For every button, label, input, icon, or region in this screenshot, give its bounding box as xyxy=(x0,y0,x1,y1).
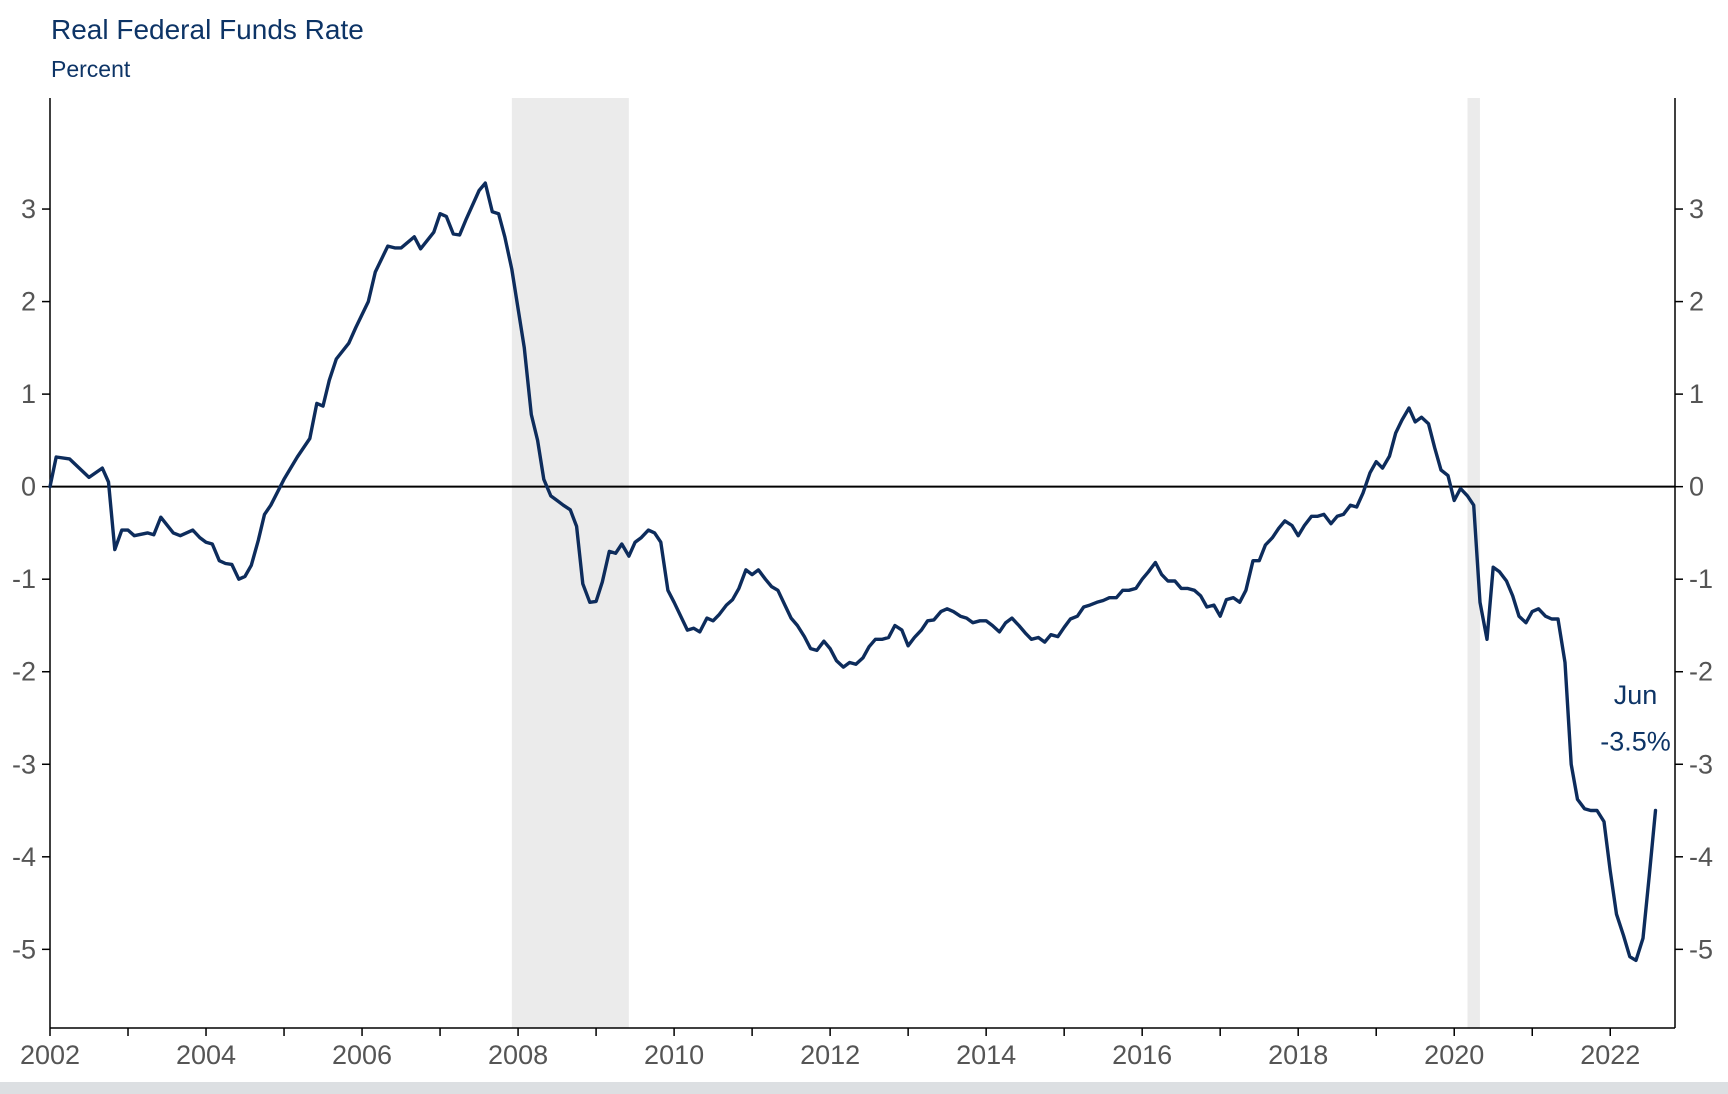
y-tick-label-left: -4 xyxy=(12,842,36,872)
x-tick-label: 2006 xyxy=(332,1040,392,1070)
chart-title: Real Federal Funds Rate xyxy=(51,14,364,45)
recession-band-2 xyxy=(1467,98,1480,1028)
y-tick-label-left: -5 xyxy=(12,934,36,964)
y-tick-label-right: -3 xyxy=(1689,749,1713,779)
x-tick-label: 2002 xyxy=(20,1040,80,1070)
y-tick-label-left: 2 xyxy=(21,287,36,317)
y-tick-label-left: 1 xyxy=(21,379,36,409)
annotation-value: -3.5% xyxy=(1600,726,1671,756)
x-tick-label: 2004 xyxy=(176,1040,236,1070)
annotation-layer: Jun -3.5% xyxy=(1600,680,1671,756)
x-tick-label: 2018 xyxy=(1268,1040,1328,1070)
y-tick-label-right: -2 xyxy=(1689,657,1713,687)
x-tick-label: 2020 xyxy=(1424,1040,1484,1070)
x-tick-label: 2016 xyxy=(1112,1040,1172,1070)
y-tick-label-left: -1 xyxy=(12,564,36,594)
y-tick-label-right: 3 xyxy=(1689,194,1704,224)
x-tick-label: 2012 xyxy=(800,1040,860,1070)
y-tick-label-right: -4 xyxy=(1689,842,1713,872)
x-tick-label: 2022 xyxy=(1580,1040,1640,1070)
recession-shading xyxy=(511,98,1480,1028)
y-tick-label-right: 1 xyxy=(1689,379,1704,409)
x-tick-label: 2014 xyxy=(956,1040,1016,1070)
chart-axes: 3 3 2 2 1 1 0 0 -1 -1 -2 -2 -3 -3 -4 -4 -5 -5 2002 2004 2006… xyxy=(12,98,1713,1070)
recession-band-1 xyxy=(511,98,629,1028)
x-tick-label: 2008 xyxy=(488,1040,548,1070)
y-tick-label-right: 2 xyxy=(1689,287,1704,317)
y-tick-label-right: -1 xyxy=(1689,564,1713,594)
annotation-month: Jun xyxy=(1614,680,1658,710)
y-tick-label-left: 3 xyxy=(21,194,36,224)
y-tick-label-right: 0 xyxy=(1689,472,1704,502)
x-tick-label: 2010 xyxy=(644,1040,704,1070)
y-tick-label-right: -5 xyxy=(1689,934,1713,964)
y-tick-label-left: -2 xyxy=(12,657,36,687)
bottom-border-strip xyxy=(0,1082,1728,1094)
series-line-1 xyxy=(48,181,1658,963)
y-axis-unit-label: Percent xyxy=(51,56,131,82)
y-tick-label-left: -3 xyxy=(12,749,36,779)
y-tick-label-left: 0 xyxy=(21,472,36,502)
series-layer xyxy=(48,181,1658,963)
